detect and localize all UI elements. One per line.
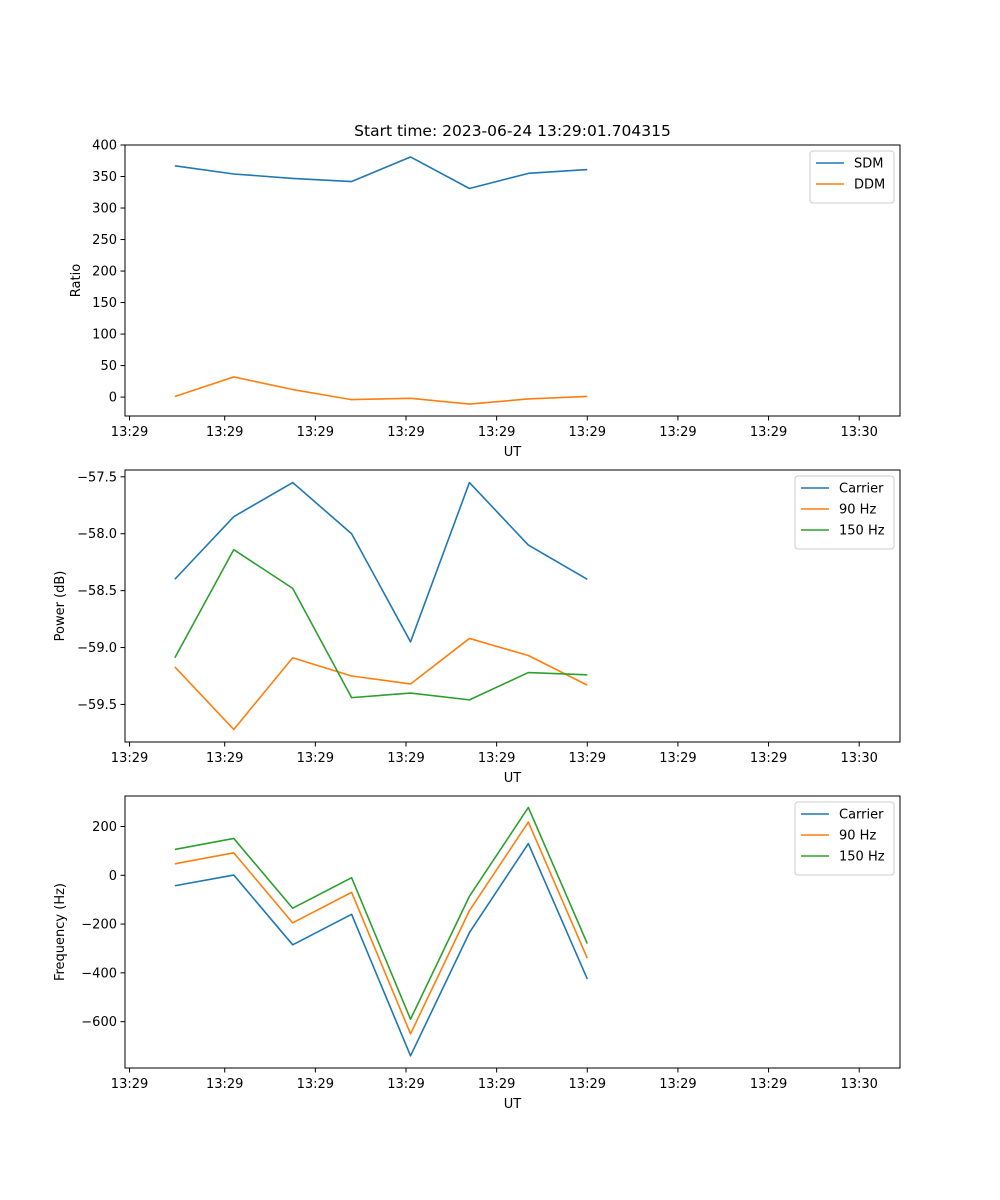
y-tick-label: −600	[81, 1015, 117, 1030]
subplot-2: 13:29 13:29 13:29 13:29 13:29 13:29 13:29 13:29…	[53, 469, 901, 786]
y-tick-label: −59.5	[77, 698, 117, 713]
x-tick-label: 13:29	[569, 1077, 606, 1092]
series-line-150-hz	[174, 548, 588, 701]
axes-frame	[124, 469, 901, 743]
x-tick-label: 13:29	[206, 1077, 243, 1092]
x-tick-label: 13:29	[206, 751, 243, 766]
y-tick-label: −59.0	[77, 641, 117, 656]
legend-label: Carrier	[839, 808, 884, 823]
x-tick-label: 13:29	[659, 1077, 696, 1092]
x-tick-label: 13:29	[206, 425, 243, 440]
series-line-sdm	[174, 156, 588, 190]
subplot-3: 13:29 13:29 13:29 13:29 13:29 13:29 13:29 13:29…	[53, 795, 901, 1112]
y-tick-label: 250	[92, 233, 117, 248]
y-tick-label: 400	[92, 139, 117, 154]
x-tick-label: 13:29	[111, 425, 148, 440]
legend-label: 90 Hz	[839, 829, 876, 844]
x-tick-label: 13:30	[840, 425, 877, 440]
x-tick-label: 13:29	[387, 751, 424, 766]
legend-label: 90 Hz	[839, 503, 876, 518]
legend: Carrier 90 Hz 150 Hz	[794, 475, 895, 550]
series-line-carrier	[174, 481, 588, 643]
x-tick-label: 13:29	[478, 751, 515, 766]
y-tick-label: 200	[92, 820, 117, 835]
x-tick-label: 13:30	[840, 1077, 877, 1092]
x-tick-label: 13:29	[569, 425, 606, 440]
legend-label: Carrier	[839, 482, 884, 497]
subplots: 13:29 13:29 13:29 13:29 13:29 13:29 13:29 13:29…	[53, 139, 901, 1112]
x-tick-label: 13:29	[111, 751, 148, 766]
legend-label: DDM	[854, 178, 885, 193]
series-line-90-hz	[174, 637, 588, 731]
legend: SDM DDM	[809, 150, 895, 204]
y-tick-label: −200	[81, 918, 117, 933]
y-tick-label: −57.5	[77, 470, 117, 485]
x-tick-label: 13:29	[750, 751, 787, 766]
y-axis-label: Ratio	[69, 264, 84, 297]
y-tick-label: −400	[81, 966, 117, 981]
legend-label: 150 Hz	[839, 524, 885, 539]
x-tick-label: 13:29	[297, 425, 334, 440]
x-tick-label: 13:30	[840, 751, 877, 766]
y-tick-label: 150	[92, 296, 117, 311]
x-axis-label: UT	[504, 445, 522, 460]
x-tick-label: 13:29	[659, 751, 696, 766]
y-tick-label: 300	[92, 202, 117, 217]
legend-box	[809, 150, 895, 204]
legend-label: 150 Hz	[839, 850, 885, 865]
y-tick-label: 0	[109, 869, 117, 884]
x-axis-label: UT	[504, 771, 522, 786]
series-line-150-hz	[174, 806, 589, 1021]
series-line-carrier	[174, 842, 589, 1057]
x-axis-label: UT	[504, 1097, 522, 1112]
x-tick-label: 13:29	[387, 425, 424, 440]
y-tick-label: −58.0	[77, 527, 117, 542]
x-tick-label: 13:29	[750, 425, 787, 440]
x-tick-label: 13:29	[569, 751, 606, 766]
x-tick-label: 13:29	[478, 425, 515, 440]
y-axis-label: Frequency (Hz)	[53, 883, 68, 981]
y-axis-label: Power (dB)	[53, 571, 68, 642]
y-tick-label: 100	[92, 328, 117, 343]
x-tick-label: 13:29	[387, 1077, 424, 1092]
series-line-ddm	[174, 376, 588, 405]
legend: Carrier 90 Hz 150 Hz	[794, 801, 895, 876]
axes-frame	[124, 795, 901, 1069]
y-tick-label: 50	[100, 359, 117, 374]
x-tick-label: 13:29	[297, 751, 334, 766]
x-tick-label: 13:29	[659, 425, 696, 440]
y-tick-label: 350	[92, 170, 117, 185]
figure-title: Start time: 2023-06-24 13:29:01.704315	[354, 122, 671, 140]
x-tick-label: 13:29	[750, 1077, 787, 1092]
y-tick-label: 0	[109, 391, 117, 406]
legend-label: SDM	[854, 157, 883, 172]
x-tick-label: 13:29	[297, 1077, 334, 1092]
y-tick-label: −58.5	[77, 584, 117, 599]
axes-frame	[124, 144, 901, 417]
subplot-1: 13:29 13:29 13:29 13:29 13:29 13:29 13:29 13:29…	[69, 139, 901, 460]
x-tick-label: 13:29	[478, 1077, 515, 1092]
x-tick-label: 13:29	[111, 1077, 148, 1092]
y-tick-label: 200	[92, 265, 117, 280]
series-line-90-hz	[174, 821, 589, 1035]
